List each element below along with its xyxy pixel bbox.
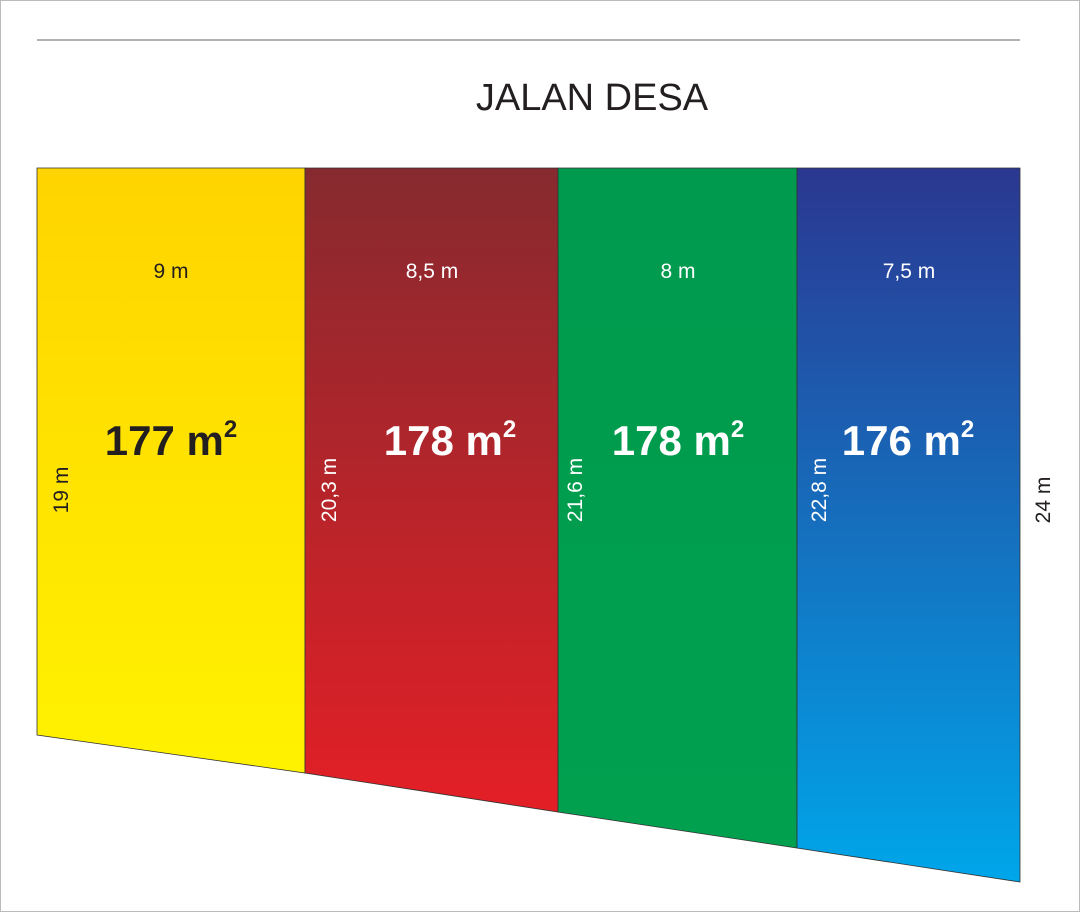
plot-side: 20,3 m: [318, 458, 341, 522]
plot-width: 9 m: [153, 260, 188, 283]
plot-width: 8 m: [660, 260, 695, 283]
road-title: JALAN DESA: [476, 77, 709, 119]
plot: [36, 167, 306, 774]
plot: [796, 167, 1021, 883]
right-side: 24 m: [1032, 477, 1055, 524]
plot-side: 21,6 m: [564, 458, 587, 522]
area-exponent: 2: [224, 416, 237, 443]
area-exponent: 2: [731, 416, 744, 443]
plot-area: 177 m2: [105, 416, 237, 464]
plot-side: 19 m: [50, 467, 73, 514]
area-exponent: 2: [503, 416, 516, 443]
area-value: 176 m: [842, 417, 961, 464]
plot-side: 22,8 m: [808, 458, 831, 522]
plot-width: 7,5 m: [883, 260, 936, 283]
plot-area: 178 m2: [384, 416, 516, 464]
area-exponent: 2: [961, 416, 974, 443]
plot-area: 176 m2: [842, 416, 974, 464]
area-value: 177 m: [105, 417, 224, 464]
area-value: 178 m: [384, 417, 503, 464]
plot-area: 178 m2: [612, 416, 744, 464]
area-value: 178 m: [612, 417, 731, 464]
plot-width: 8,5 m: [406, 260, 459, 283]
